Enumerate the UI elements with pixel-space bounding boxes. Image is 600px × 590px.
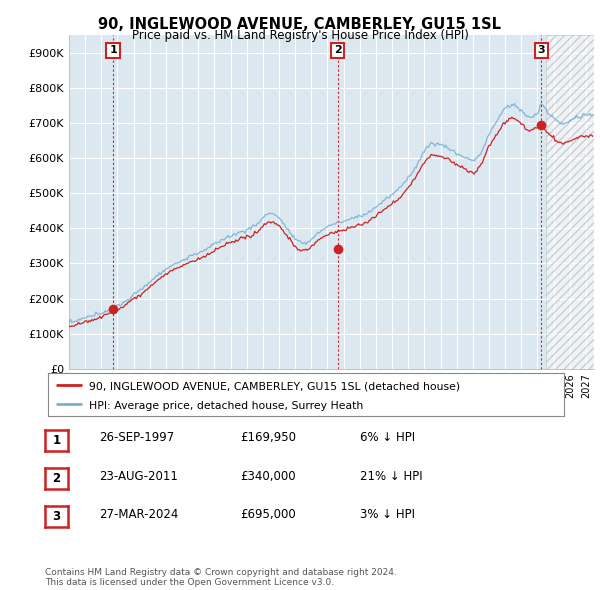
Text: 1: 1 — [109, 45, 117, 55]
Text: HPI: Average price, detached house, Surrey Heath: HPI: Average price, detached house, Surr… — [89, 401, 364, 411]
Text: 21% ↓ HPI: 21% ↓ HPI — [360, 470, 422, 483]
Text: 90, INGLEWOOD AVENUE, CAMBERLEY, GU15 1SL (detached house): 90, INGLEWOOD AVENUE, CAMBERLEY, GU15 1S… — [89, 381, 460, 391]
Text: 3: 3 — [538, 45, 545, 55]
Text: Price paid vs. HM Land Registry's House Price Index (HPI): Price paid vs. HM Land Registry's House … — [131, 30, 469, 42]
Text: 27-MAR-2024: 27-MAR-2024 — [99, 508, 178, 521]
Text: £340,000: £340,000 — [240, 470, 296, 483]
Text: 90, INGLEWOOD AVENUE, CAMBERLEY, GU15 1SL: 90, INGLEWOOD AVENUE, CAMBERLEY, GU15 1S… — [98, 17, 502, 31]
Text: £695,000: £695,000 — [240, 508, 296, 521]
Text: 1: 1 — [52, 434, 61, 447]
Text: 2: 2 — [334, 45, 341, 55]
Text: 26-SEP-1997: 26-SEP-1997 — [99, 431, 174, 444]
Text: 3% ↓ HPI: 3% ↓ HPI — [360, 508, 415, 521]
Text: 3: 3 — [52, 510, 61, 523]
Text: 23-AUG-2011: 23-AUG-2011 — [99, 470, 178, 483]
Text: 6% ↓ HPI: 6% ↓ HPI — [360, 431, 415, 444]
Text: £169,950: £169,950 — [240, 431, 296, 444]
Text: 2: 2 — [52, 472, 61, 485]
Text: Contains HM Land Registry data © Crown copyright and database right 2024.
This d: Contains HM Land Registry data © Crown c… — [45, 568, 397, 587]
